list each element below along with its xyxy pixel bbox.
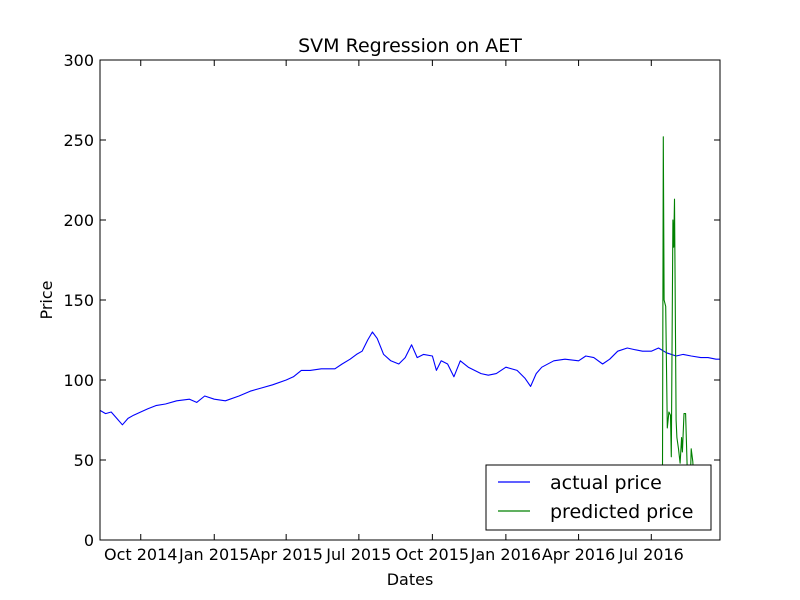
y-tick-label: 0 [84, 531, 94, 550]
x-tick-label: Apr 2016 [542, 545, 615, 564]
y-tick-label: 250 [63, 131, 94, 150]
x-axis-label: Dates [387, 570, 434, 589]
x-tick-label: Apr 2015 [249, 545, 322, 564]
y-axis: 0 50 100 150 200 250 300 [63, 51, 720, 550]
x-axis: Oct 2014 Jan 2015 Apr 2015 Jul 2015 Oct 2015… [104, 60, 684, 564]
x-tick-label: Jul 2016 [618, 545, 684, 564]
y-tick-label: 100 [63, 371, 94, 390]
series-line-predicted-price [661, 136, 699, 509]
x-tick-label: Jul 2015 [325, 545, 391, 564]
y-axis-label: Price [37, 280, 56, 319]
y-tick-label: 150 [63, 291, 94, 310]
legend-predicted-label: predicted price [550, 501, 693, 523]
y-tick-label: 200 [63, 211, 94, 230]
y-tick-label: 300 [63, 51, 94, 70]
y-tick-label: 50 [74, 451, 94, 470]
chart-title: SVM Regression on AET [298, 35, 522, 57]
series-layer [100, 136, 720, 509]
x-tick-label: Jan 2015 [178, 545, 249, 564]
x-tick-label: Oct 2014 [104, 545, 177, 564]
x-tick-label: Jan 2016 [470, 545, 541, 564]
legend: actual price predicted price [485, 464, 712, 531]
plot-frame [99, 59, 721, 541]
legend-box [485, 464, 712, 531]
series-line-actual-price [100, 331, 720, 426]
legend-actual-label: actual price [550, 472, 662, 494]
x-tick-label: Oct 2015 [396, 545, 469, 564]
